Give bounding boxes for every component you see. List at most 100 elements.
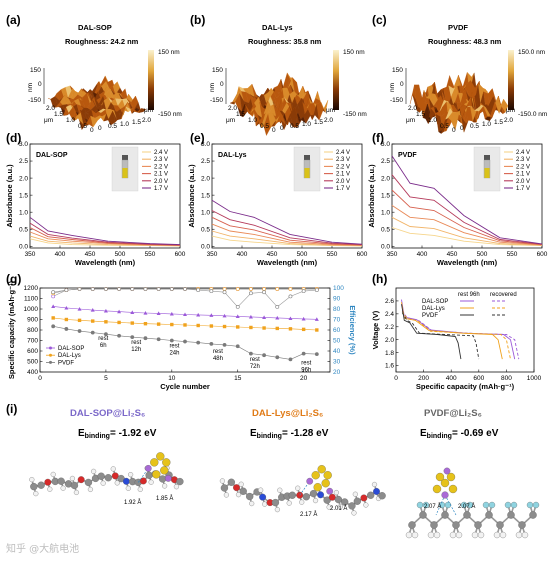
y-tick-label: 1200 bbox=[24, 285, 39, 292]
y-axis-label: Specific capacity (mAh·g⁻¹) bbox=[7, 280, 16, 379]
legend-label: 1.7 V bbox=[516, 186, 530, 192]
series-line-1.7v bbox=[391, 155, 543, 245]
atom-o bbox=[328, 493, 336, 501]
legend-label: 2.1 V bbox=[336, 172, 350, 178]
atom-s bbox=[432, 484, 442, 494]
afm-x-tick: 2.0 bbox=[504, 117, 513, 124]
coordination-bond bbox=[444, 494, 457, 516]
atom-h bbox=[33, 491, 39, 497]
y-tick-label: 1.8 bbox=[385, 350, 394, 357]
x-tick-label: 350 bbox=[207, 251, 218, 258]
atom-c bbox=[227, 478, 236, 486]
x-tick-label: 400 bbox=[237, 251, 248, 258]
capacity-point bbox=[275, 326, 279, 331]
afm-z-tick: -150 bbox=[390, 97, 403, 104]
atom-o bbox=[139, 477, 147, 485]
panel-label-a: (a) bbox=[6, 13, 21, 27]
plot-frame bbox=[391, 143, 543, 249]
capacity-point bbox=[143, 336, 148, 341]
afm-y-tick: 2.0 bbox=[228, 105, 237, 112]
atom-h bbox=[87, 486, 93, 492]
afm-y-tick: 1.0 bbox=[248, 117, 257, 124]
efficiency-point bbox=[209, 289, 214, 294]
vial-liquid bbox=[304, 168, 310, 178]
atom-c bbox=[57, 477, 65, 485]
atom-h bbox=[274, 507, 280, 513]
capacity-point bbox=[288, 327, 293, 331]
atom-h bbox=[333, 490, 339, 496]
capacity-point bbox=[104, 320, 108, 324]
atom-h bbox=[173, 484, 179, 490]
atom-h bbox=[352, 491, 358, 497]
capacity-point bbox=[301, 327, 306, 332]
afm-y-tick: 1.0 bbox=[66, 117, 75, 124]
atom-s bbox=[156, 452, 165, 461]
atom-c bbox=[97, 472, 105, 480]
atom-c bbox=[70, 481, 79, 490]
atom-h bbox=[148, 479, 154, 485]
binding-title: PVDF@Li₂S₆ bbox=[424, 408, 482, 419]
atom-h bbox=[219, 478, 225, 484]
x-tick-label: 200 bbox=[418, 375, 429, 382]
x-axis-label: Wavelength (nm) bbox=[257, 258, 318, 267]
atom-c bbox=[104, 474, 112, 482]
chart-title: PVDF bbox=[398, 152, 417, 159]
afm-roughness: Roughness: 35.8 nm bbox=[248, 37, 322, 46]
y-tick-label: 2.6 bbox=[385, 298, 394, 305]
atom-s bbox=[162, 458, 171, 467]
afm-y-unit: μm bbox=[44, 117, 53, 124]
uv-chart-dal-lys: (e) 350 400 450 500 550 600 0.0 0.5 1.0 1.5 2.0 2.5… bbox=[187, 131, 368, 267]
legend-label: DAL-Lys bbox=[422, 306, 445, 312]
atom-h bbox=[351, 510, 357, 516]
atom-s bbox=[435, 472, 445, 482]
y-tick-label: 0.0 bbox=[381, 243, 390, 250]
capacity-point bbox=[196, 312, 201, 317]
afm-x-tick: 1.5 bbox=[314, 119, 323, 126]
series-line-2.0v bbox=[391, 174, 543, 245]
x-tick-label: 500 bbox=[297, 251, 308, 258]
efficiency-point bbox=[275, 287, 280, 291]
bond-length-2: 1.85 Å bbox=[156, 495, 173, 502]
atom-c bbox=[353, 497, 362, 505]
atom-h bbox=[125, 485, 131, 491]
y-tick-label: 1.0 bbox=[19, 209, 28, 216]
afm-colorbar-max: 150.0 nm bbox=[518, 49, 545, 56]
legend-label: 2.0 V bbox=[516, 179, 530, 185]
y-tick-label: 0.5 bbox=[19, 226, 28, 233]
atom-s bbox=[440, 478, 450, 488]
capacity-point bbox=[275, 315, 280, 320]
x-tick-label: 400 bbox=[446, 375, 457, 382]
legend-label: 1.7 V bbox=[154, 186, 168, 192]
efficiency-point bbox=[222, 290, 227, 295]
y-tick-label: 1.5 bbox=[201, 192, 210, 199]
capacity-point bbox=[77, 329, 82, 333]
capacity-point bbox=[288, 357, 293, 362]
afm-colorbar bbox=[333, 50, 339, 110]
series-line-2.3v bbox=[211, 230, 363, 247]
rest-annotation-duration: 12h bbox=[131, 347, 141, 353]
vial-cap bbox=[304, 155, 310, 160]
afm-z-tick: 0 bbox=[220, 81, 224, 88]
atom-s bbox=[317, 465, 326, 474]
plot-frame bbox=[29, 143, 181, 249]
afm-z-unit: nm bbox=[27, 83, 34, 92]
y-tick-label: 500 bbox=[27, 359, 38, 366]
legend-label: 2.3 V bbox=[336, 157, 350, 163]
atom-h bbox=[286, 500, 292, 506]
atom-h bbox=[405, 531, 413, 539]
afm-x-tick: 0.5 bbox=[290, 123, 299, 130]
afm-panel-dal-sop: (a) DAL-SOP Roughness: 24.2 nm 150 0 -150 n… bbox=[6, 13, 182, 134]
atom-s bbox=[152, 470, 161, 479]
atom-h bbox=[455, 531, 463, 539]
afm-colorbar-max: 150 nm bbox=[343, 49, 365, 56]
y-tick-label: 0.5 bbox=[381, 226, 390, 233]
afm-colorbar bbox=[148, 50, 154, 110]
afm-y-tick: 0 bbox=[272, 127, 276, 134]
capacity-point bbox=[130, 335, 135, 340]
legend-header-recovered: recovered bbox=[490, 292, 517, 298]
atom-s bbox=[321, 479, 330, 488]
panel-label-b: (b) bbox=[190, 13, 205, 27]
series-line-2.0v bbox=[211, 210, 363, 246]
